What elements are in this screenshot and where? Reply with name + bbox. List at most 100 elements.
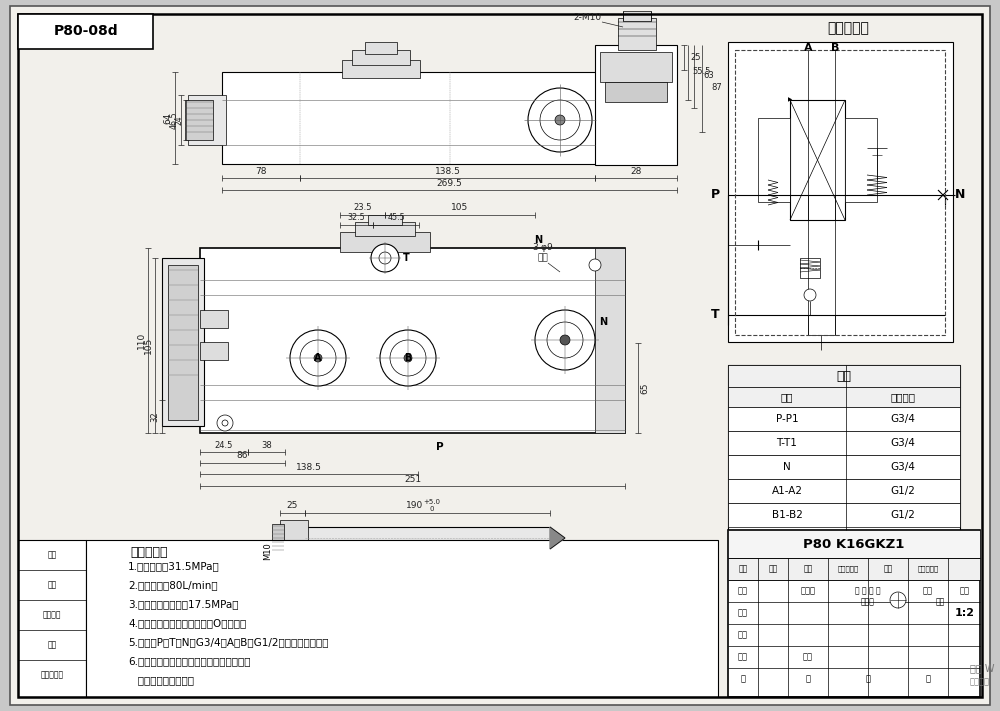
Text: 阀体: 阀体 xyxy=(836,370,852,383)
Text: 签名: 签名 xyxy=(883,565,893,574)
Text: A: A xyxy=(314,353,322,363)
Text: 269.5: 269.5 xyxy=(437,178,462,188)
Bar xyxy=(200,342,228,360)
Bar xyxy=(162,258,204,426)
Text: 批准: 批准 xyxy=(803,653,813,661)
Text: 张: 张 xyxy=(806,675,810,683)
Text: 105: 105 xyxy=(451,203,469,213)
Text: 螺纹规格: 螺纹规格 xyxy=(891,392,916,402)
Text: 接口: 接口 xyxy=(781,392,793,402)
Text: N: N xyxy=(955,188,965,201)
Bar xyxy=(340,232,430,252)
Text: 4.控制方式：手动控制，前推O型阀杆；: 4.控制方式：手动控制，前推O型阀杆； xyxy=(128,618,246,628)
Circle shape xyxy=(404,354,412,362)
Bar xyxy=(618,18,656,50)
Bar xyxy=(735,50,945,335)
Text: 45.5: 45.5 xyxy=(387,213,405,223)
Bar xyxy=(595,45,677,165)
Text: 2-M10: 2-M10 xyxy=(573,14,601,23)
Text: 分区: 分区 xyxy=(47,580,57,589)
Text: 25: 25 xyxy=(691,53,701,61)
Text: B: B xyxy=(404,353,412,363)
Bar xyxy=(342,60,420,78)
Bar xyxy=(728,387,960,407)
Text: 工艺: 工艺 xyxy=(738,653,748,661)
Bar xyxy=(623,11,651,21)
Text: N: N xyxy=(599,317,607,327)
Text: 32.5: 32.5 xyxy=(348,213,365,223)
Text: 根据文件: 根据文件 xyxy=(43,611,61,619)
Bar xyxy=(728,503,960,527)
Text: 78: 78 xyxy=(255,166,267,176)
Text: 46.5: 46.5 xyxy=(170,111,178,129)
Bar xyxy=(728,407,960,431)
Text: 87: 87 xyxy=(712,83,722,92)
Text: 类型: 类型 xyxy=(935,597,945,606)
Text: 138.5: 138.5 xyxy=(296,462,322,471)
Bar xyxy=(200,310,228,328)
Text: 转影仓库: 转影仓库 xyxy=(970,678,990,687)
Bar xyxy=(800,258,820,278)
Text: 液压原理图: 液压原理图 xyxy=(827,21,869,35)
Text: P80-08d: P80-08d xyxy=(54,24,118,38)
Text: 32: 32 xyxy=(150,411,160,422)
Text: 激活 W: 激活 W xyxy=(970,663,994,673)
Bar xyxy=(728,530,980,697)
Text: 0: 0 xyxy=(430,506,434,512)
Circle shape xyxy=(560,335,570,345)
Circle shape xyxy=(804,289,816,301)
Text: 6.阀体表面磷化处理，安全阀及螺墅镀锌，: 6.阀体表面磷化处理，安全阀及螺墅镀锌， xyxy=(128,656,250,666)
Bar xyxy=(188,95,226,145)
Text: B: B xyxy=(831,43,839,53)
Bar xyxy=(355,222,415,236)
Text: 第: 第 xyxy=(866,675,870,683)
Bar xyxy=(605,82,667,102)
Text: 24.5: 24.5 xyxy=(215,441,233,449)
Bar xyxy=(758,118,790,202)
Circle shape xyxy=(535,310,595,370)
Bar xyxy=(365,42,397,54)
Text: 重量: 重量 xyxy=(923,587,933,596)
Bar xyxy=(595,248,625,433)
Text: P: P xyxy=(710,188,720,201)
Text: 标记: 标记 xyxy=(47,550,57,560)
Text: 通孔: 通孔 xyxy=(538,254,548,262)
Text: 251: 251 xyxy=(404,474,421,483)
Circle shape xyxy=(589,259,601,271)
Bar xyxy=(18,540,86,697)
Text: N: N xyxy=(783,462,791,472)
Text: 年、月、日: 年、月、日 xyxy=(40,670,64,680)
Circle shape xyxy=(217,415,233,431)
Bar xyxy=(280,520,308,556)
Bar xyxy=(728,365,960,530)
Text: P-P1: P-P1 xyxy=(776,414,798,424)
Bar xyxy=(728,530,980,558)
Text: 24: 24 xyxy=(175,115,184,125)
Text: 分区: 分区 xyxy=(803,565,813,574)
Bar xyxy=(222,72,637,164)
Text: 3.溢流阀调定压力：17.5MPa；: 3.溢流阀调定压力：17.5MPa； xyxy=(128,599,239,609)
Text: 比例: 比例 xyxy=(960,587,970,596)
Text: 3-φ9: 3-φ9 xyxy=(533,243,553,252)
Text: 23.5: 23.5 xyxy=(353,203,372,213)
Circle shape xyxy=(890,592,906,608)
Text: G3/4: G3/4 xyxy=(891,414,915,424)
Bar xyxy=(352,50,410,65)
Circle shape xyxy=(371,244,399,272)
Text: P: P xyxy=(436,442,444,452)
Text: 审核: 审核 xyxy=(738,631,748,639)
Text: 1.公称压力：31.5MPa；: 1.公称压力：31.5MPa； xyxy=(128,561,220,571)
Text: 处数: 处数 xyxy=(768,565,778,574)
Text: 共: 共 xyxy=(740,675,746,683)
Bar xyxy=(728,42,953,342)
Bar xyxy=(200,248,625,433)
Text: 标准化: 标准化 xyxy=(800,587,816,596)
Text: 105: 105 xyxy=(144,337,152,354)
Text: G1/2: G1/2 xyxy=(891,510,915,520)
Polygon shape xyxy=(550,527,565,549)
Bar xyxy=(168,265,198,420)
Bar xyxy=(185,100,213,140)
Text: +5.0: +5.0 xyxy=(424,499,440,505)
Bar xyxy=(18,14,153,49)
Text: 55.5: 55.5 xyxy=(693,68,711,77)
